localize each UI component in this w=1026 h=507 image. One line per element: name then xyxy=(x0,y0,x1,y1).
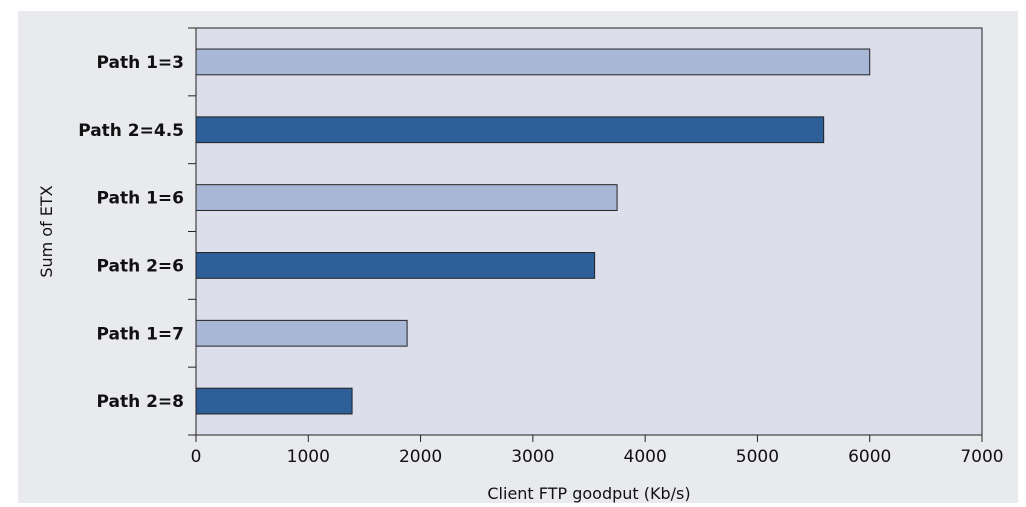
x-tick-label: 7000 xyxy=(960,447,1003,467)
x-tick-label: 1000 xyxy=(287,447,330,467)
x-tick-label: 4000 xyxy=(624,447,667,467)
y-axis-title: Sum of ETX xyxy=(37,185,56,277)
x-tick-label: 2000 xyxy=(399,447,442,467)
bar-path-2-4-5 xyxy=(195,116,825,144)
x-tick-label: 5000 xyxy=(736,447,779,467)
y-tick-label: Path 2=4.5 xyxy=(78,121,184,141)
x-tick-label: 0 xyxy=(191,447,202,467)
y-tick-label: Path 1=7 xyxy=(96,324,184,344)
chart-frame: Path 1=3 Path 2=4.5 Path 1=6 Path 2=6 Path 1… xyxy=(18,11,1018,503)
x-tick-label: 3000 xyxy=(511,447,554,467)
y-axis: Path 1=3 Path 2=4.5 Path 1=6 Path 2=6 Path 1… xyxy=(78,27,196,436)
y-tick-label: Path 2=6 xyxy=(96,256,184,276)
x-tick-label: 6000 xyxy=(848,447,891,467)
y-tick-label: Path 1=6 xyxy=(96,189,184,209)
plot-area xyxy=(195,27,983,436)
bars-group xyxy=(195,48,871,415)
bar-path-1-6 xyxy=(195,184,618,211)
bar-path-2-6 xyxy=(195,252,596,279)
bar-path-1-3 xyxy=(195,48,871,76)
x-axis-title: Client FTP goodput (Kb/s) xyxy=(487,484,690,503)
x-axis: 0 1000 2000 3000 4000 5000 6000 7000 xyxy=(191,435,1004,467)
y-tick-label: Path 1=3 xyxy=(96,53,184,73)
y-tick-label: Path 2=8 xyxy=(96,392,184,412)
bar-path-2-8 xyxy=(195,387,353,415)
bar-path-1-7 xyxy=(195,319,408,347)
